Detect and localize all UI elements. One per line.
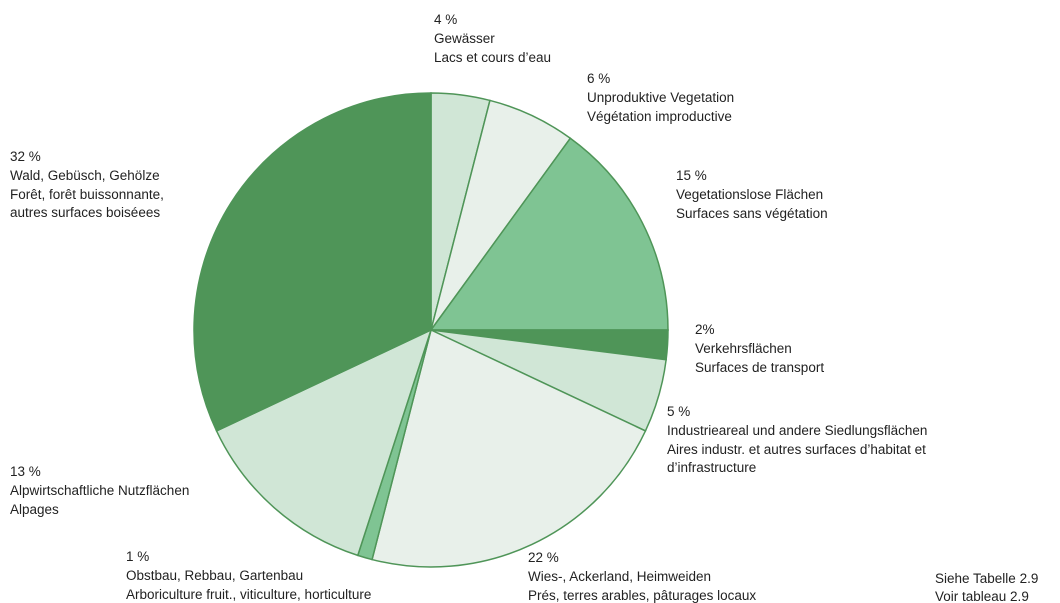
translation-label: autres surfaces boiséees [10, 205, 160, 220]
value-label: 4 % [434, 12, 457, 27]
translation-label: Forêt, forêt buissonnante, [10, 187, 164, 202]
pie-slice [193, 92, 432, 432]
value-label: 13 % [10, 464, 41, 479]
pie-slice [429, 137, 669, 331]
translation-label: d’infrastructure [667, 460, 756, 475]
category-label: Wald, Gebüsch, Gehölze [10, 168, 160, 183]
translation-label: Alpages [10, 502, 59, 517]
category-label: Obstbau, Rebbau, Gartenbau [126, 568, 303, 583]
translation-label: Végétation improductive [587, 109, 732, 124]
value-label: 32 % [10, 149, 41, 164]
category-label: Alpwirtschaftliche Nutzflächen [10, 483, 189, 498]
translation-label: Aires industr. et autres surfaces d’habi… [667, 442, 926, 457]
value-label: 1 % [126, 549, 149, 564]
pie-slice [215, 328, 433, 557]
value-label: 2% [695, 322, 715, 337]
category-label: Vegetationslose Flächen [676, 187, 823, 202]
note: Siehe Tabelle 2.9 [935, 571, 1038, 586]
note: Voir tableau 2.9 [935, 589, 1029, 603]
translation-label: Prés, terres arables, pâturages locaux [528, 588, 756, 603]
category-label: Wies-, Ackerland, Heimweiden [528, 569, 711, 584]
category-label: Verkehrsflächen [695, 341, 792, 356]
value-label: 15 % [676, 168, 707, 183]
value-label: 22 % [528, 550, 559, 565]
category-label: Industrieareal und andere Siedlungsfläch… [667, 423, 927, 438]
translation-label: Lacs et cours d’eau [434, 50, 551, 65]
category-label: Gewässer [434, 31, 495, 46]
value-label: 5 % [667, 404, 690, 419]
category-label: Unproduktive Vegetation [587, 90, 734, 105]
translation-label: Surfaces sans végétation [676, 206, 828, 221]
translation-label: Surfaces de transport [695, 360, 824, 375]
value-label: 6 % [587, 71, 610, 86]
translation-label: Arboriculture fruit., viticulture, horti… [126, 587, 371, 602]
pie-slice [371, 328, 647, 568]
